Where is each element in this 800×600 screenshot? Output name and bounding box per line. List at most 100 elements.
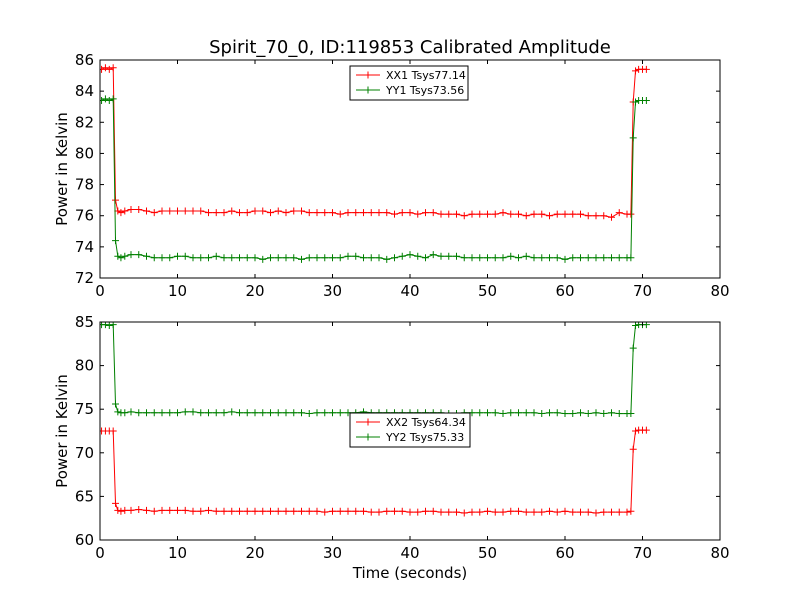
data-point [143,207,150,215]
data-point [515,254,522,262]
data-point [143,252,150,260]
data-point [553,508,561,516]
data-point [298,409,305,417]
data-point [181,506,189,514]
data-point [445,508,453,516]
data-point [629,344,637,352]
y-tick-label: 70 [75,444,94,462]
legend-marker [364,418,372,426]
data-point [336,409,344,417]
data-point [453,210,460,218]
data-point [414,210,422,218]
data-point [197,507,205,515]
data-point [522,409,530,417]
data-point [453,252,460,260]
data-point [623,508,631,516]
data-point [298,255,305,263]
data-point [632,322,640,329]
data-point [615,209,623,217]
data-point [197,207,205,215]
legend-box [349,412,471,448]
data-point [592,212,600,220]
data-point [181,408,189,416]
data-point [121,506,129,514]
data-point [352,252,360,260]
data-point [437,252,445,260]
data-point [515,210,522,218]
data-point [398,209,406,217]
data-point [251,254,259,262]
data-point [460,509,468,517]
data-point [228,254,236,262]
data-point [484,254,491,262]
x-tick-label: 20 [245,544,264,562]
data-point [329,254,336,262]
data-point [236,409,243,417]
data-point [101,64,109,72]
data-point [228,408,236,416]
data-point [243,209,251,217]
data-point [608,508,615,516]
data-point [360,507,367,515]
data-point [569,508,577,516]
data-point [135,251,143,259]
x-tick-label: 40 [400,544,419,562]
data-point [476,409,484,417]
data-point [290,254,298,262]
data-point [117,507,125,515]
data-point [305,410,313,418]
legend: XX2 Tsys64.34 YY2 Tsys75.33 [349,412,471,448]
data-point [313,507,321,515]
data-point [546,409,553,417]
data-point [522,508,530,516]
y-tick-label: 76 [75,207,94,225]
data-point [212,252,220,260]
data-point [584,212,592,220]
data-point [305,507,313,515]
data-point [561,210,569,218]
data-point [569,210,577,218]
data-point [367,508,375,516]
series-1 [100,426,650,517]
data-point [101,95,109,103]
data-point [468,254,476,262]
data-point [267,507,274,515]
data-point [468,210,476,218]
data-point [298,207,305,215]
data-point [530,210,538,218]
data-point [437,210,445,218]
data-point [608,409,615,417]
data-point [236,254,243,262]
data-point [212,409,220,417]
y-tick-label: 80 [75,357,94,375]
data-point [150,409,158,417]
data-point [220,507,228,515]
data-point [515,409,522,417]
data-point [507,507,515,515]
data-point [615,410,623,418]
data-point [112,499,119,507]
data-point [135,409,143,417]
data-point [259,207,267,215]
data-point [491,210,499,218]
x-tick-label: 50 [478,544,497,562]
data-point [305,209,313,217]
data-point [321,508,329,516]
data-point [274,254,282,262]
data-point [127,251,135,259]
data-point [615,254,623,262]
legend-label: YY2 Tsys75.33 [385,431,464,444]
data-point [143,409,150,417]
data-point [375,209,383,217]
data-point [538,254,546,262]
data-point [352,507,360,515]
data-point [561,507,569,515]
x-tick-label: 10 [168,544,187,562]
data-point [114,506,122,514]
data-point [205,506,212,514]
data-point [329,507,336,515]
data-point [561,410,569,418]
data-point [391,210,398,218]
data-point [632,427,640,435]
